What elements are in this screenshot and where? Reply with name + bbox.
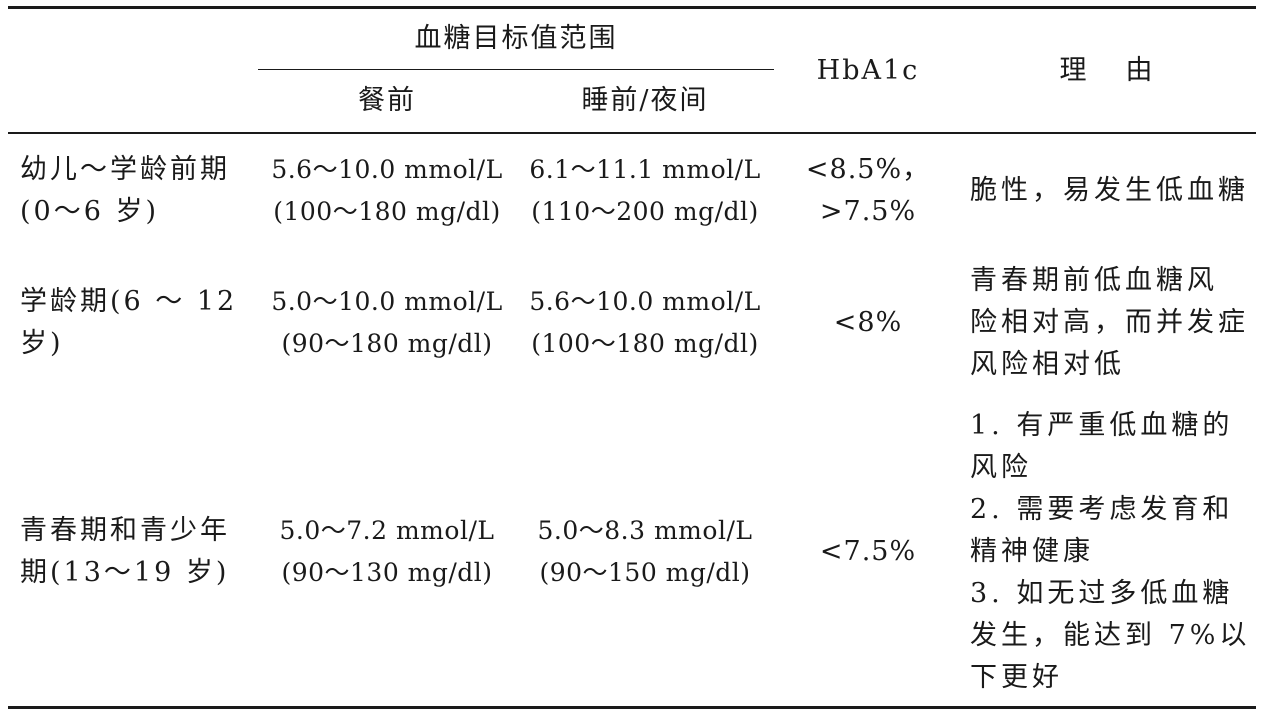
before-meal-mgdl: (90～130 mg/dl) bbox=[281, 558, 493, 587]
hba1c-value: <8.5%， bbox=[805, 154, 931, 185]
reason-line: 青春期前低血糖风 bbox=[970, 265, 1218, 296]
bedtime-mmol: 6.1～11.1 mmol/L bbox=[529, 155, 761, 184]
age-group-line: 青春期和青少年 bbox=[20, 515, 230, 546]
hba1c-value: <8% bbox=[833, 307, 903, 338]
table-row: 幼儿～学龄前期 (0～6 岁) 5.6～10.0 mmol/L (100～180… bbox=[8, 133, 1256, 248]
header-bedtime-label: 睡前/夜间 bbox=[581, 85, 709, 116]
before-meal-cell: 5.0～7.2 mmol/L (90～130 mg/dl) bbox=[258, 398, 516, 709]
reason-line: 脆性，易发生低血糖 bbox=[970, 175, 1249, 206]
bedtime-mmol: 5.0～8.3 mmol/L bbox=[537, 516, 753, 545]
header-reason: 理 由 bbox=[962, 6, 1256, 134]
hba1c-cell: <8% bbox=[774, 248, 962, 398]
bedtime-cell: 5.0～8.3 mmol/L (90～150 mg/dl) bbox=[516, 398, 774, 709]
hba1c-cell: <7.5% bbox=[774, 398, 962, 709]
before-meal-mmol: 5.0～7.2 mmol/L bbox=[279, 516, 495, 545]
header-row-2: 餐前 睡前/夜间 bbox=[8, 69, 1256, 134]
bedtime-cell: 6.1～11.1 mmol/L (110～200 mg/dl) bbox=[516, 133, 774, 248]
reason-line: 险相对高，而并发症 bbox=[970, 307, 1249, 338]
glucose-target-table: 血糖目标值范围 HbA1c 理 由 餐前 睡前/夜间 bbox=[8, 6, 1256, 709]
header-reason-label: 理 由 bbox=[1059, 54, 1159, 86]
age-group-line: 期(13～19 岁) bbox=[20, 557, 230, 588]
header-row-1: 血糖目标值范围 HbA1c 理 由 bbox=[8, 6, 1256, 134]
age-group-cell: 幼儿～学龄前期 (0～6 岁) bbox=[8, 133, 258, 248]
reason-line: 发生，能达到 7%以 bbox=[970, 620, 1251, 651]
header-hba1c-label: HbA1c bbox=[816, 54, 920, 86]
table-header: 血糖目标值范围 HbA1c 理 由 餐前 睡前/夜间 bbox=[8, 6, 1256, 134]
bedtime-cell: 5.6～10.0 mmol/L (100～180 mg/dl) bbox=[516, 248, 774, 398]
reason-line: 风险 bbox=[970, 452, 1032, 483]
before-meal-mmol: 5.6～10.0 mmol/L bbox=[271, 155, 503, 184]
header-hba1c: HbA1c bbox=[774, 6, 962, 134]
before-meal-mmol: 5.0～10.0 mmol/L bbox=[271, 287, 503, 316]
hba1c-value: >7.5% bbox=[819, 196, 917, 227]
header-glucose-range: 血糖目标值范围 bbox=[258, 6, 774, 70]
reason-line: 风险相对低 bbox=[970, 349, 1125, 380]
header-before-meal: 餐前 bbox=[258, 69, 516, 134]
reason-cell: 1. 有严重低血糖的 风险 2. 需要考虑发育和 精神健康 3. 如无过多低血糖… bbox=[962, 398, 1256, 709]
reason-cell: 脆性，易发生低血糖 bbox=[962, 133, 1256, 248]
age-group-line: 幼儿～学龄前期 bbox=[20, 154, 230, 185]
reason-line: 1. 有严重低血糖的 bbox=[970, 410, 1234, 441]
table-row: 青春期和青少年 期(13～19 岁) 5.0～7.2 mmol/L (90～13… bbox=[8, 398, 1256, 709]
hba1c-value: <7.5% bbox=[819, 536, 917, 567]
hba1c-cell: <8.5%， >7.5% bbox=[774, 133, 962, 248]
header-glucose-range-label: 血糖目标值范围 bbox=[414, 23, 618, 54]
reason-line: 精神健康 bbox=[970, 536, 1094, 567]
age-group-line: (0～6 岁) bbox=[20, 196, 160, 227]
bedtime-mgdl: (90～150 mg/dl) bbox=[539, 558, 751, 587]
age-group-cell: 青春期和青少年 期(13～19 岁) bbox=[8, 398, 258, 709]
reason-line: 3. 如无过多低血糖 bbox=[970, 578, 1234, 609]
reason-cell: 青春期前低血糖风 险相对高，而并发症 风险相对低 bbox=[962, 248, 1256, 398]
header-age-blank bbox=[8, 6, 258, 134]
age-group-line: 岁) bbox=[20, 328, 64, 359]
header-bedtime: 睡前/夜间 bbox=[516, 69, 774, 134]
bedtime-mgdl: (100～180 mg/dl) bbox=[531, 329, 759, 358]
age-group-line: 学龄期(6 ～ 12 bbox=[20, 286, 238, 317]
bedtime-mmol: 5.6～10.0 mmol/L bbox=[529, 287, 761, 316]
header-before-meal-label: 餐前 bbox=[358, 85, 416, 116]
before-meal-mgdl: (90～180 mg/dl) bbox=[281, 329, 493, 358]
reason-line: 下更好 bbox=[970, 662, 1063, 693]
table-row: 学龄期(6 ～ 12 岁) 5.0～10.0 mmol/L (90～180 mg… bbox=[8, 248, 1256, 398]
before-meal-mgdl: (100～180 mg/dl) bbox=[273, 197, 501, 226]
age-group-cell: 学龄期(6 ～ 12 岁) bbox=[8, 248, 258, 398]
table-body: 幼儿～学龄前期 (0～6 岁) 5.6～10.0 mmol/L (100～180… bbox=[8, 133, 1256, 709]
before-meal-cell: 5.0～10.0 mmol/L (90～180 mg/dl) bbox=[258, 248, 516, 398]
reason-line: 2. 需要考虑发育和 bbox=[970, 494, 1234, 525]
bedtime-mgdl: (110～200 mg/dl) bbox=[531, 197, 759, 226]
before-meal-cell: 5.6～10.0 mmol/L (100～180 mg/dl) bbox=[258, 133, 516, 248]
